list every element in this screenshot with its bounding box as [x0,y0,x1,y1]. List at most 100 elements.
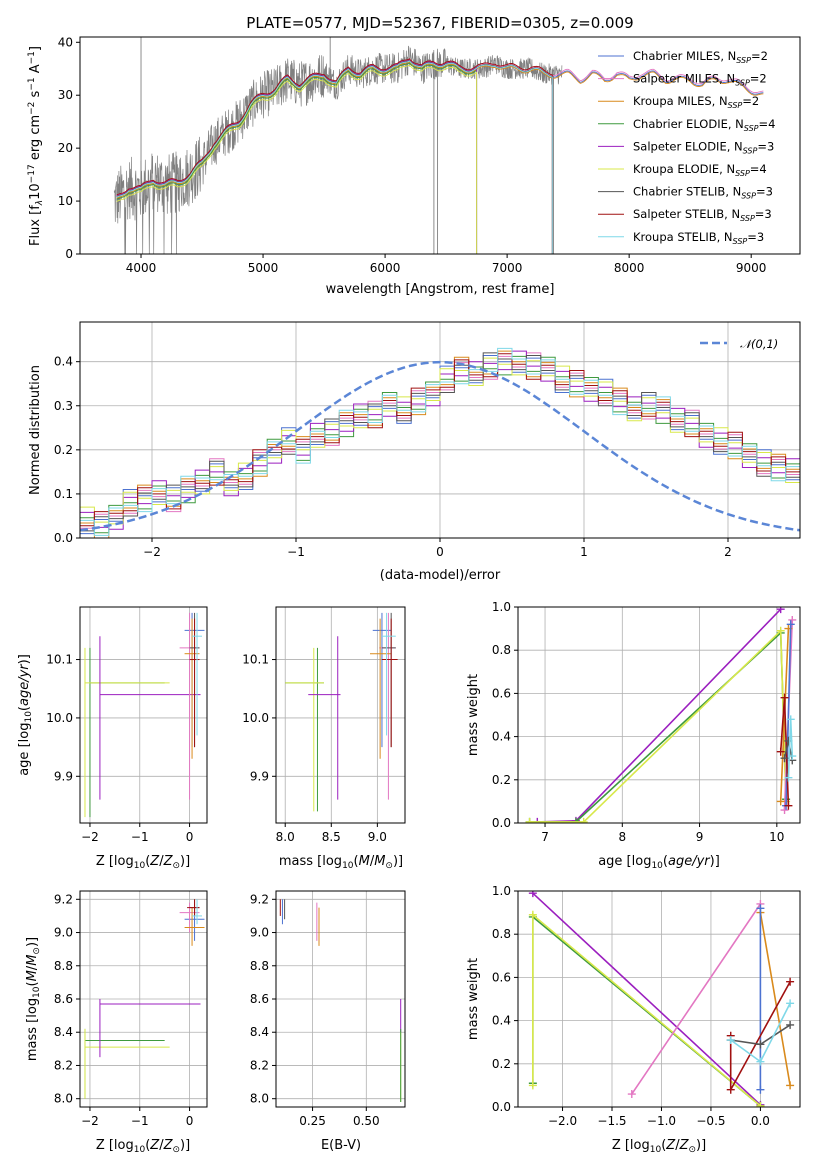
x-axis-label: Z [log10(Z/Z⊙)] [96,854,190,871]
age-vs-mass-plot [285,612,398,812]
mass-vs-Z-plot [84,899,205,1099]
figure-title: PLATE=0577, MJD=52367, FIBERID=0305, z=0… [246,14,633,32]
weight-line-chabrier-elodie [529,631,787,823]
legend-label: Salpeter STELIB, NSSP=3 [633,207,772,223]
spectrum-model-kroupa-miles [116,61,764,199]
mass-vs-EBV-plot [279,899,402,1103]
weight-marker [788,615,797,624]
y-tick-label: 9.2 [54,892,73,906]
y-axis-label: mass weight [466,674,481,756]
weight-marker [786,620,795,629]
x-tick-label: 5000 [248,261,279,275]
weight-marker [788,752,797,761]
residuals-frame [79,321,801,539]
x-tick-label: −2 [143,545,161,559]
y-tick-label: 8.2 [250,1058,269,1072]
weight-marker [776,626,785,635]
y-tick-label: 10.0 [46,711,73,725]
weight-vs-Z-axes: −2.0 −1.5 −1.0 −0.5 0.0 0.0 0.2 0.4 0.6 0.8 1.0 Z [… [466,884,800,1155]
x-tick-label: −1 [287,545,305,559]
weight-marker [786,715,795,724]
y-tick-label: 8.6 [250,992,269,1006]
x-tick-label: 8.0 [276,830,295,844]
weight-marker [786,1081,795,1090]
legend-label: Chabrier STELIB, NSSP=3 [633,185,773,201]
y-tick-label: 0.4 [492,730,511,744]
y-tick-label: 9.9 [250,769,269,783]
weight-marker [528,891,537,898]
x-tick-label: 0 [186,830,194,844]
weight-marker [726,1036,735,1045]
weight-line-kroupa-stelib [787,719,794,778]
x-tick-label: −1.5 [597,1114,626,1128]
y-axis-label: mass [log10(M/M⊙)] [25,937,42,1061]
x-axis-label: wavelength [Angstrom, rest frame] [326,282,555,297]
y-axis-label: age [log10(age/yr)] [17,654,34,776]
histogram-salpeter-stelib [80,353,800,538]
weight-marker [776,797,785,806]
x-tick-label: 7000 [492,261,523,275]
x-tick-label: −1.0 [647,1114,676,1128]
spectrum-data-line [113,45,563,254]
x-tick-label: 9.0 [368,830,387,844]
weight-marker [780,754,789,763]
legend-label: Kroupa ELODIE, NSSP=4 [633,162,767,178]
spectrum-model-salpeter-stelib [116,58,553,254]
weight-line-salpeter-elodie [532,892,761,1106]
x-tick-label: 7 [541,830,549,844]
spectrum-legend: Chabrier MILES, NSSP=2 Salpeter MILES, NS… [598,49,775,246]
weight-line-kroupa-miles [759,912,791,1086]
weight-line-salpeter-miles [631,903,762,1095]
legend-label: Kroupa STELIB, NSSP=3 [633,230,764,246]
y-tick-label: 0.0 [492,816,511,830]
y-tick-label: 0.2 [54,443,73,457]
y-tick-label: 8.8 [54,959,73,973]
weight-marker [756,1040,765,1049]
weight-marker [579,817,588,823]
weight-marker [525,817,534,823]
residuals-legend: 𝒩(0,1) [700,337,778,351]
age-vs-mass-axes: 8.0 8.5 9.0 9.9 10.0 10.1 mass [log10(M/M⊙)] [242,607,405,871]
x-tick-label: 8000 [614,261,645,275]
weight-marker [756,1057,765,1066]
y-tick-label: 0.0 [492,1100,511,1114]
histogram-kroupa-elodie [80,357,800,538]
x-axis-label: Z [log10(Z/Z⊙)] [612,1138,706,1155]
y-tick-label: 0.2 [492,773,511,787]
mass-vs-Z-axes: −2 −1 0 8.0 8.2 8.4 8.6 8.8 9.0 9.2 Z [log10(Z/Z⊙)… [25,891,207,1155]
age-vs-Z-frame [79,606,208,824]
histogram-kroupa-stelib [80,347,800,538]
weight-line-kroupa-elodie [531,913,761,1107]
x-tick-label: −2 [81,830,99,844]
weight-marker [528,1081,537,1090]
y-tick-label: 8.4 [54,1025,73,1039]
x-tick-label: −0.5 [696,1114,725,1128]
weight-marker [780,806,789,815]
y-tick-label: 9.9 [54,769,73,783]
weight-vs-Z-plot [528,891,795,1107]
y-tick-label: 10.1 [46,653,73,667]
x-tick-label: 0.50 [353,1114,380,1128]
y-tick-label: 10 [58,194,73,208]
y-tick-label: 20 [58,141,73,155]
y-tick-label: 8.2 [54,1058,73,1072]
weight-marker [784,773,793,782]
spectrum-axes: 4000 5000 6000 7000 8000 9000 0 10 20 30 40 wavelen… [27,35,766,297]
weight-marker [756,1101,765,1107]
x-tick-label: 0.25 [299,1114,326,1128]
x-tick-label: 8 [618,830,626,844]
y-tick-label: 9.2 [250,892,269,906]
legend-label: 𝒩(0,1) [740,337,778,351]
x-tick-label: −2.0 [548,1114,577,1128]
x-tick-label: 2 [724,545,732,559]
x-axis-label: Z [log10(Z/Z⊙)] [96,1138,190,1155]
y-tick-label: 8.0 [250,1092,269,1106]
x-tick-label: −1 [131,1114,149,1128]
weight-vs-age-plot [525,607,797,823]
y-tick-label: 10.1 [242,653,269,667]
weight-marker [726,1085,735,1094]
x-tick-label: 9000 [736,261,767,275]
y-tick-label: 0 [65,247,73,261]
legend-label: Kroupa MILES, NSSP=2 [633,94,759,110]
